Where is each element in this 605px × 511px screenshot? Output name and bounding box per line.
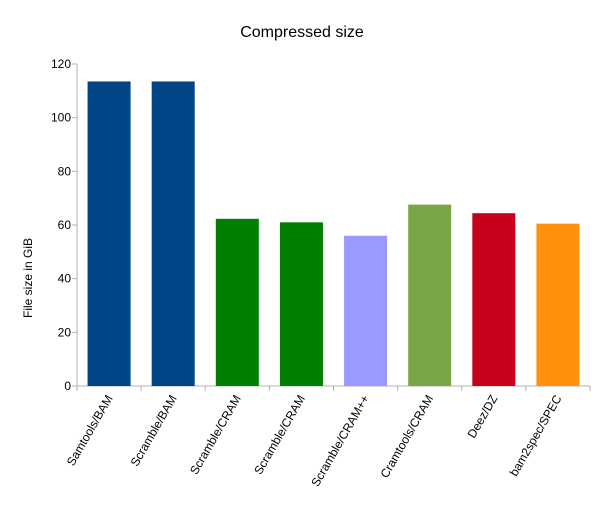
y-tick-label: 0 — [64, 379, 71, 393]
y-tick-label: 120 — [51, 57, 71, 71]
y-tick-label: 80 — [58, 164, 72, 178]
x-tick-label: Scramble/CRAM++ — [308, 393, 372, 490]
y-tick-label: 60 — [58, 218, 72, 232]
y-tick-label: 40 — [58, 272, 72, 286]
x-tick-label: Scramble/CRAM — [187, 393, 244, 477]
x-tick-label: bam2spec/SPEC — [507, 392, 565, 478]
chart-title: Compressed size — [240, 24, 364, 41]
bar — [536, 223, 580, 386]
bar — [472, 213, 516, 386]
x-tick-label: Scramble/BAM — [128, 393, 180, 469]
bar — [215, 218, 259, 386]
bar — [279, 222, 323, 386]
bar — [408, 204, 452, 386]
x-tick-label: Scramble/CRAM — [251, 393, 308, 477]
y-tick-label: 20 — [58, 325, 72, 339]
bar — [344, 235, 388, 386]
bar — [151, 81, 195, 387]
y-tick-label: 100 — [51, 111, 71, 125]
x-tick-label: Cramtools/CRAM — [377, 393, 436, 481]
bar — [87, 81, 131, 387]
y-axis-label: File size in GiB — [21, 238, 35, 318]
x-tick-label: Deez/DZ — [465, 393, 501, 441]
x-tick-label: Samtools/BAM — [64, 392, 116, 468]
